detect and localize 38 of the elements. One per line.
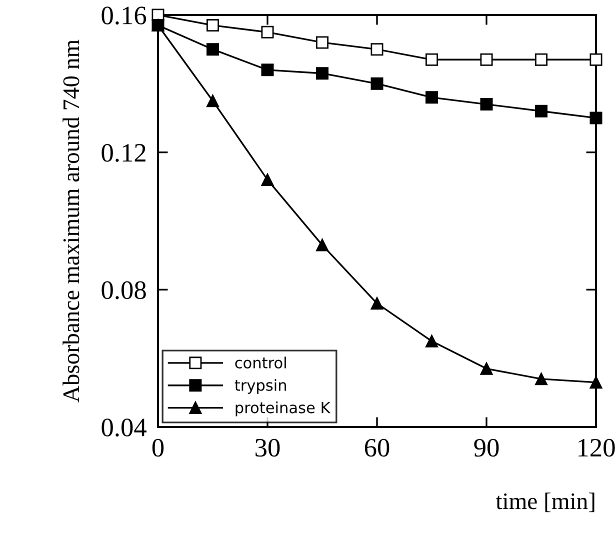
point: [426, 91, 438, 104]
y-tick-label: 0.04: [102, 418, 146, 437]
point: [261, 64, 274, 76]
point: [370, 43, 384, 56]
y-axis-title: Absorbance maximum around 740 nm: [62, 40, 80, 402]
point: [480, 362, 493, 375]
point: [316, 67, 328, 80]
point: [426, 53, 438, 66]
point: [535, 104, 548, 118]
point: [590, 112, 602, 124]
x-axis-title: time [min]: [496, 492, 594, 512]
x-tick-label: 30: [256, 438, 280, 457]
point: [535, 372, 548, 386]
point: [590, 53, 602, 66]
point: [370, 77, 384, 90]
point: [426, 334, 438, 348]
point: [206, 94, 219, 108]
x-tick-label: 60: [364, 438, 390, 457]
y-tick-label: 0.16: [102, 6, 146, 25]
point: [480, 53, 493, 66]
x-tick-label: 120: [578, 438, 615, 457]
point: [590, 376, 602, 389]
point: [261, 26, 274, 38]
point: [206, 43, 219, 56]
point: [370, 297, 384, 310]
legend-label: proteinase K: [236, 402, 331, 416]
point: [261, 174, 274, 186]
legend-label: trypsin: [234, 379, 286, 394]
point: [206, 19, 219, 32]
point: [316, 36, 328, 49]
x-tick-label: 0: [152, 438, 164, 457]
x-tick-label: 90: [474, 438, 499, 457]
y-tick-label: 0.12: [102, 144, 146, 162]
point: [480, 98, 493, 111]
legend-label: control: [235, 356, 286, 368]
y-tick-label: 0.08: [102, 281, 146, 300]
point: [535, 53, 548, 66]
point: [316, 238, 328, 252]
